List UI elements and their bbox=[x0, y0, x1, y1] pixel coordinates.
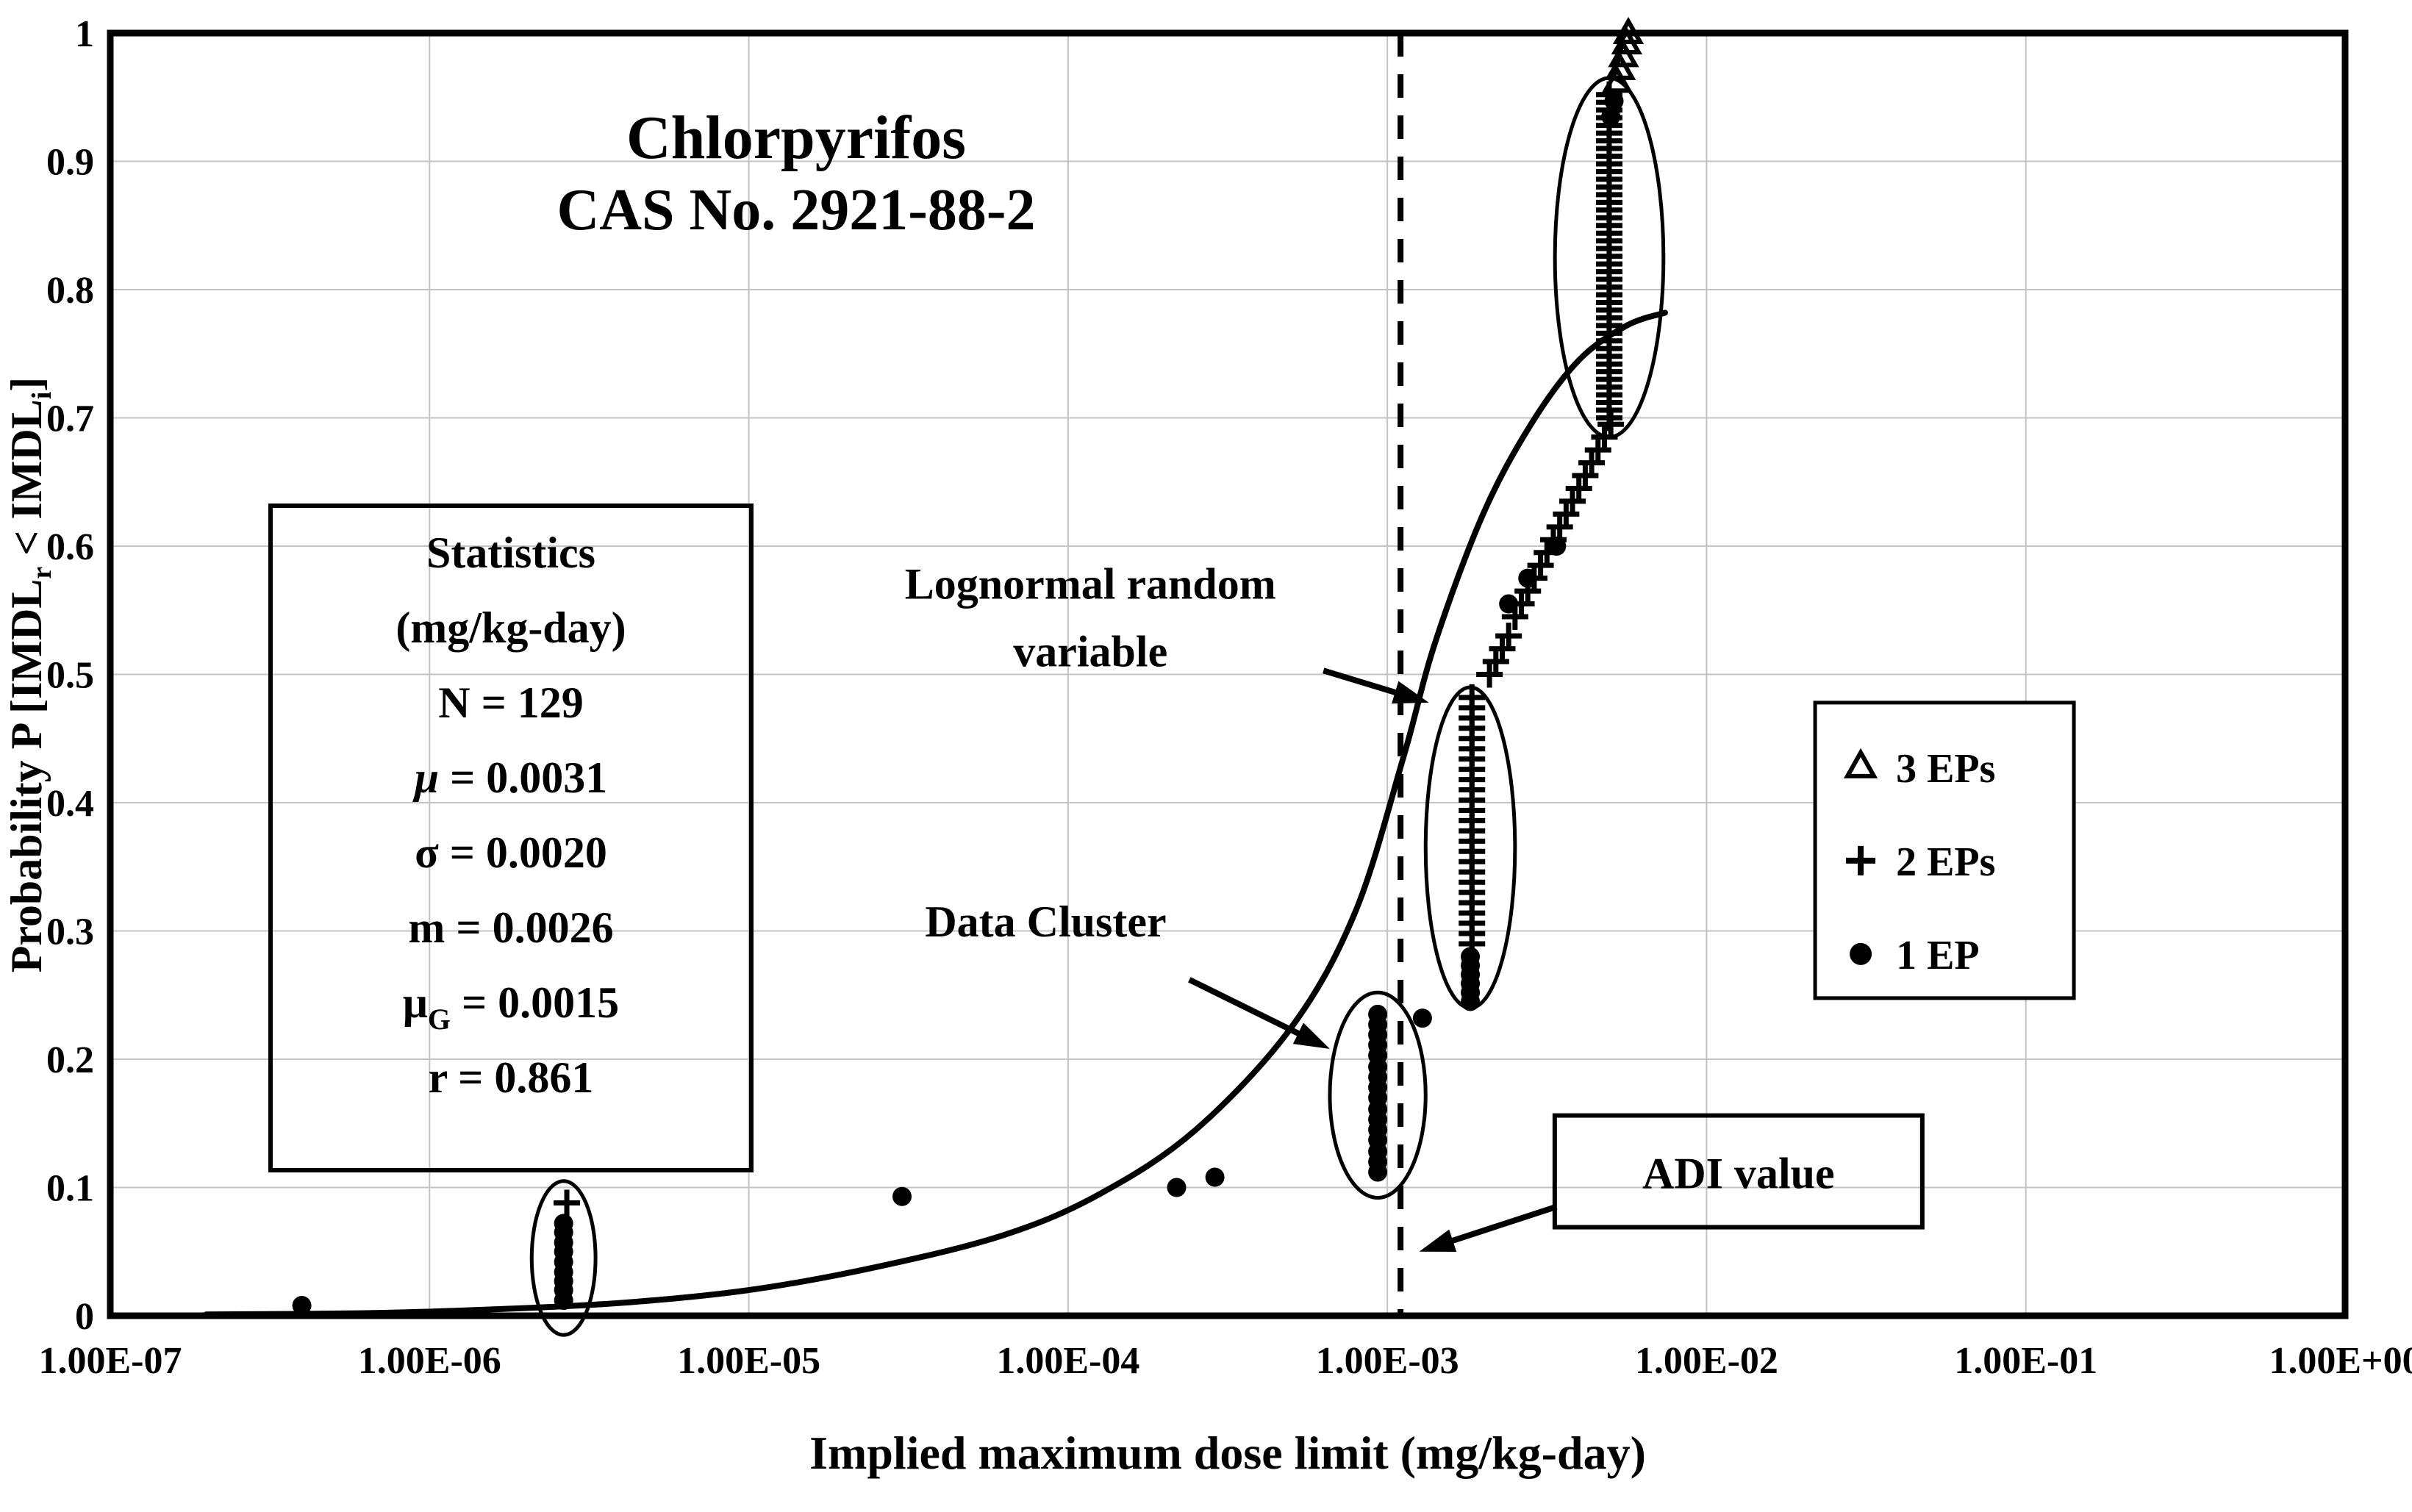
data-point-plus bbox=[554, 1189, 581, 1217]
statistics-line: Statistics bbox=[426, 529, 595, 577]
legend-entry-label: 3 EPs bbox=[1896, 746, 1995, 792]
statistics-line: μG = 0.0015 bbox=[403, 978, 619, 1036]
x-tick-label: 1.00E-01 bbox=[1954, 1340, 2097, 1382]
data-point-plus bbox=[1553, 501, 1580, 528]
data-point-triangle bbox=[1601, 65, 1633, 93]
plot-border bbox=[107, 29, 2349, 1319]
y-axis-title: Probability P [IMDLr < IMDLi] bbox=[2, 377, 57, 973]
x-tick-label: 1.00E-03 bbox=[1316, 1340, 1459, 1382]
data-point-plus bbox=[1591, 423, 1618, 451]
y-tick-label: 0.9 bbox=[46, 142, 94, 184]
legend-triangle-icon bbox=[1843, 748, 1878, 778]
x-tick-label: 1.00E-04 bbox=[996, 1340, 1139, 1382]
y-tick-label: 0.6 bbox=[46, 526, 94, 568]
generated-chart-layers: 1.00E-07 1.00E-06 1.00E-05 1.00E-04 1.00E-03… bbox=[2, 13, 2412, 1382]
data-point-plus bbox=[1459, 684, 1486, 711]
adi-value-box bbox=[1552, 1113, 1925, 1230]
data-point-circle bbox=[1205, 1167, 1225, 1187]
x-tick-label: 1.00E-06 bbox=[358, 1340, 501, 1382]
x-tick-label: 1.00E-07 bbox=[39, 1340, 182, 1382]
annotation-arrow-shaft bbox=[1188, 977, 1306, 1039]
data-point-plus bbox=[1572, 462, 1599, 490]
y-tick-label: 0.7 bbox=[46, 398, 94, 440]
data-point-triangle bbox=[1605, 52, 1636, 80]
adi-value-text: ADI value bbox=[1642, 1150, 1835, 1198]
y-tick-label: 0.8 bbox=[46, 270, 94, 312]
x-tick-label: 1.00E+00 bbox=[2269, 1340, 2412, 1382]
data-point-plus bbox=[1482, 648, 1509, 676]
data-point-circle bbox=[1461, 947, 1481, 967]
data-cluster-ellipse bbox=[1328, 990, 1428, 1200]
data-point-circle bbox=[1601, 107, 1621, 126]
y-tick-label: 0.1 bbox=[46, 1168, 94, 1210]
chart-title-line1: Chlorpyrifos bbox=[626, 104, 966, 172]
statistics-line: μ = 0.0031 bbox=[412, 753, 608, 802]
x-tick-label: 1.00E-05 bbox=[677, 1340, 820, 1382]
statistics-box bbox=[268, 504, 754, 1172]
data-point-circle bbox=[554, 1214, 573, 1233]
data-point-circle bbox=[292, 1296, 312, 1316]
data-point-plus bbox=[1559, 487, 1586, 515]
x-axis-title: Implied maximum dose limit (mg/kg-day) bbox=[809, 1427, 1646, 1479]
data-point-plus bbox=[1476, 661, 1503, 688]
y-tick-label: 0.5 bbox=[46, 655, 94, 697]
y-tick-label: 1 bbox=[75, 13, 94, 55]
data-point-plus bbox=[1495, 623, 1522, 650]
data-point-plus bbox=[1578, 449, 1606, 476]
statistics-line: r = 0.861 bbox=[429, 1053, 594, 1102]
chart-title-line2: CAS No. 2921-88-2 bbox=[557, 178, 1035, 243]
data-point-plus bbox=[1546, 513, 1573, 540]
annotation-arrow-head bbox=[1392, 681, 1429, 704]
data-cluster-annotation-text: Data Cluster bbox=[925, 897, 1166, 946]
statistics-line: N = 129 bbox=[438, 678, 584, 727]
legend-plus-icon bbox=[1846, 845, 1876, 875]
annotation-arrow-shaft bbox=[1445, 1203, 1558, 1246]
y-tick-label: 0.4 bbox=[46, 783, 94, 825]
legend-entry-label: 2 EPs bbox=[1896, 839, 1995, 885]
statistics-line: σ = 0.0020 bbox=[415, 828, 607, 877]
data-point-circle bbox=[1604, 91, 1624, 111]
statistics-line: (mg/kg-day) bbox=[396, 603, 626, 652]
data-cluster-ellipse bbox=[529, 1179, 598, 1337]
data-point-circle bbox=[1499, 594, 1519, 614]
y-tick-label: 0.3 bbox=[46, 911, 94, 953]
statistics-line: m = 0.0026 bbox=[408, 903, 613, 952]
data-point-circle bbox=[892, 1186, 912, 1206]
annotation-arrow-head bbox=[1419, 1229, 1457, 1253]
data-point-circle bbox=[1547, 537, 1567, 556]
lognormal-annotation-text: Lognormal random bbox=[905, 559, 1276, 608]
legend-circle-icon bbox=[1850, 942, 1872, 965]
annotation-arrow-head bbox=[1292, 1022, 1330, 1050]
legend-entry-label: 1 EP bbox=[1896, 933, 1980, 978]
data-point-circle bbox=[1368, 1004, 1388, 1024]
data-point-plus bbox=[1584, 437, 1611, 464]
lognormal-annotation-text: variable bbox=[1013, 627, 1167, 676]
y-tick-label: 0.2 bbox=[46, 1039, 94, 1081]
x-tick-label: 1.00E-02 bbox=[1635, 1340, 1778, 1382]
data-point-circle bbox=[1412, 1008, 1432, 1028]
data-point-circle bbox=[1167, 1178, 1187, 1197]
annotation-arrow-shaft bbox=[1323, 667, 1403, 698]
lognormal-cdf-curve bbox=[203, 309, 1668, 1318]
data-point-triangle bbox=[1608, 40, 1639, 68]
data-point-plus bbox=[1565, 475, 1592, 502]
data-point-circle bbox=[1518, 568, 1538, 588]
y-tick-label: 0 bbox=[75, 1296, 94, 1338]
data-point-plus bbox=[1489, 635, 1516, 662]
